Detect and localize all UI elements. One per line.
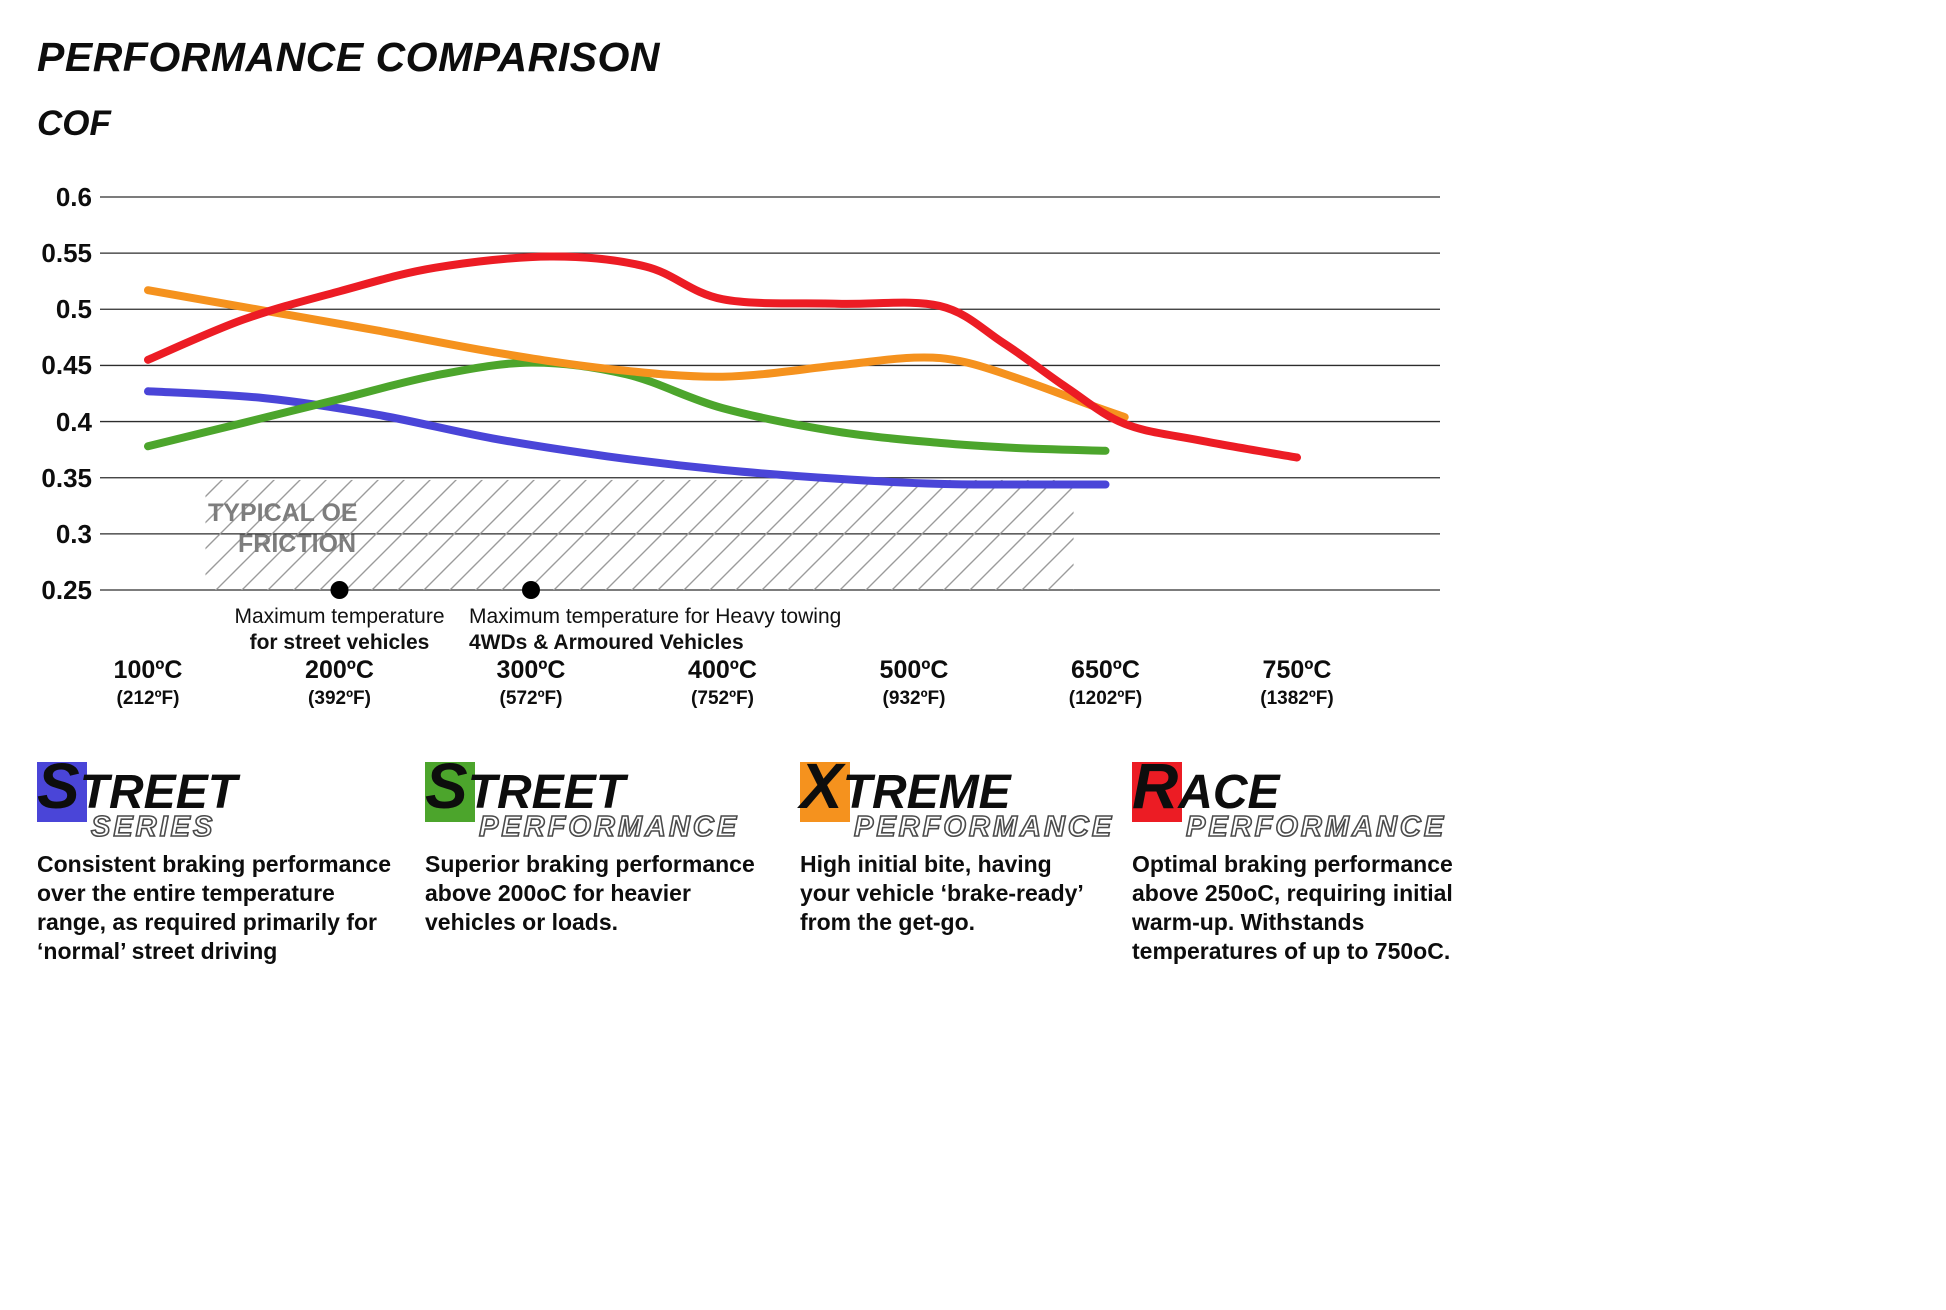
x-tick-main: 400ºC bbox=[688, 656, 757, 684]
x-tick-sub: (392ºF) bbox=[308, 688, 371, 709]
legend-xtreme-performance: XTREME PERFORMANCE High initial bite, havi… bbox=[800, 750, 1115, 937]
y-tick-label: 0.3 bbox=[55, 518, 92, 549]
series-xtreme-performance bbox=[144, 286, 1129, 422]
logo-word: STREET bbox=[425, 750, 626, 822]
logo-color-block bbox=[37, 762, 87, 822]
logo-second-word: PERFORMANCE bbox=[1185, 810, 1447, 844]
oe-label-line2: FRICTION bbox=[238, 530, 357, 558]
y-tick-label: 0.25 bbox=[41, 575, 92, 605]
legend-street-series: STREET SERIES Consistent braking performan… bbox=[37, 754, 399, 966]
logo-second-word: SERIES bbox=[90, 810, 216, 844]
logo-xtreme-performance: XTREME PERFORMANCE bbox=[800, 750, 1115, 848]
marker-dot bbox=[522, 581, 540, 599]
legend-description: Superior braking performance above 200oC… bbox=[425, 851, 755, 935]
y-tick-label: 0.5 bbox=[55, 294, 92, 325]
oe-label-line1: TYPICAL OE bbox=[208, 499, 358, 527]
x-tick-main: 100ºC bbox=[113, 656, 183, 684]
x-tick-main: 200ºC bbox=[305, 656, 374, 684]
y-axis-title: COF bbox=[37, 104, 111, 143]
page-title: PERFORMANCE COMPARISON bbox=[37, 34, 660, 80]
x-tick-label: 300ºC (572ºF) bbox=[451, 656, 611, 710]
x-tick-label: 650ºC (1202ºF) bbox=[1026, 656, 1186, 710]
logo-street-series: STREET SERIES bbox=[37, 754, 399, 848]
logo-second-word: PERFORMANCE bbox=[853, 810, 1115, 844]
legend-description: Optimal braking performance above 250oC,… bbox=[1132, 851, 1453, 964]
annotation-line2: for street vehicles bbox=[249, 631, 430, 654]
x-tick-sub: (212ºF) bbox=[116, 688, 180, 709]
annotation-line1: Maximum temperature for Heavy towing bbox=[469, 605, 842, 628]
y-tick-label: 0.6 bbox=[55, 182, 92, 212]
logo-color-block bbox=[425, 762, 475, 822]
oe-friction-band bbox=[205, 479, 1074, 590]
x-tick-sub: (932ºF) bbox=[882, 688, 946, 709]
logo-color-block bbox=[1132, 762, 1182, 822]
logo-word: XTREME bbox=[800, 750, 1011, 822]
logo-second-word: PERFORMANCE bbox=[478, 810, 740, 844]
series-race-performance bbox=[144, 252, 1301, 462]
x-tick-sub: (1202ºF) bbox=[1068, 688, 1143, 709]
series-street-performance bbox=[144, 358, 1110, 455]
x-tick-label: 750ºC (1382ºF) bbox=[1217, 656, 1377, 710]
legend-street-performance: STREET PERFORMANCE Superior braking perfor… bbox=[425, 754, 780, 937]
logo-word: RACE bbox=[1132, 750, 1280, 822]
x-tick-label: 400ºC (752ºF) bbox=[643, 656, 803, 710]
logo-word: STREET bbox=[37, 750, 238, 822]
legend-description: High initial bite, having your vehicle ‘… bbox=[800, 851, 1083, 935]
x-tick-sub: (752ºF) bbox=[691, 688, 754, 709]
x-tick-main: 750ºC bbox=[1262, 656, 1332, 684]
oe-friction-label: TYPICAL OE FRICTION bbox=[208, 498, 358, 560]
marker-annotation: Maximum temperature for Heavy towing 4WDs… bbox=[469, 604, 841, 656]
y-tick-label: 0.55 bbox=[41, 238, 92, 269]
x-tick-main: 650ºC bbox=[1071, 656, 1140, 684]
y-tick-label: 0.45 bbox=[41, 350, 92, 381]
x-tick-label: 100ºC (212ºF) bbox=[68, 656, 228, 710]
legend-description: Consistent braking performance over the … bbox=[37, 851, 392, 964]
marker-annotation: Maximum temperature for street vehicles bbox=[170, 604, 510, 656]
legend-race-performance: RACE PERFORMANCE Optimal braking performan… bbox=[1132, 754, 1477, 966]
x-tick-label: 500ºC (932ºF) bbox=[834, 656, 994, 710]
annotation-line1: Maximum temperature bbox=[234, 605, 445, 628]
y-tick-label: 0.35 bbox=[41, 462, 92, 493]
y-tick-label: 0.4 bbox=[55, 406, 92, 437]
logo-color-block bbox=[800, 762, 850, 822]
series-street-series bbox=[144, 387, 1110, 489]
x-tick-main: 300ºC bbox=[496, 656, 566, 684]
x-tick-sub: (572ºF) bbox=[499, 688, 563, 709]
marker-dot bbox=[330, 581, 349, 599]
logo-race-performance: RACE PERFORMANCE bbox=[1132, 754, 1477, 848]
x-tick-sub: (1382ºF) bbox=[1260, 688, 1334, 709]
x-tick-main: 500ºC bbox=[879, 656, 949, 684]
logo-street-performance: STREET PERFORMANCE bbox=[425, 754, 780, 848]
annotation-line2: 4WDs & Armoured Vehicles bbox=[469, 631, 744, 654]
x-tick-label: 200ºC (392ºF) bbox=[260, 656, 420, 710]
